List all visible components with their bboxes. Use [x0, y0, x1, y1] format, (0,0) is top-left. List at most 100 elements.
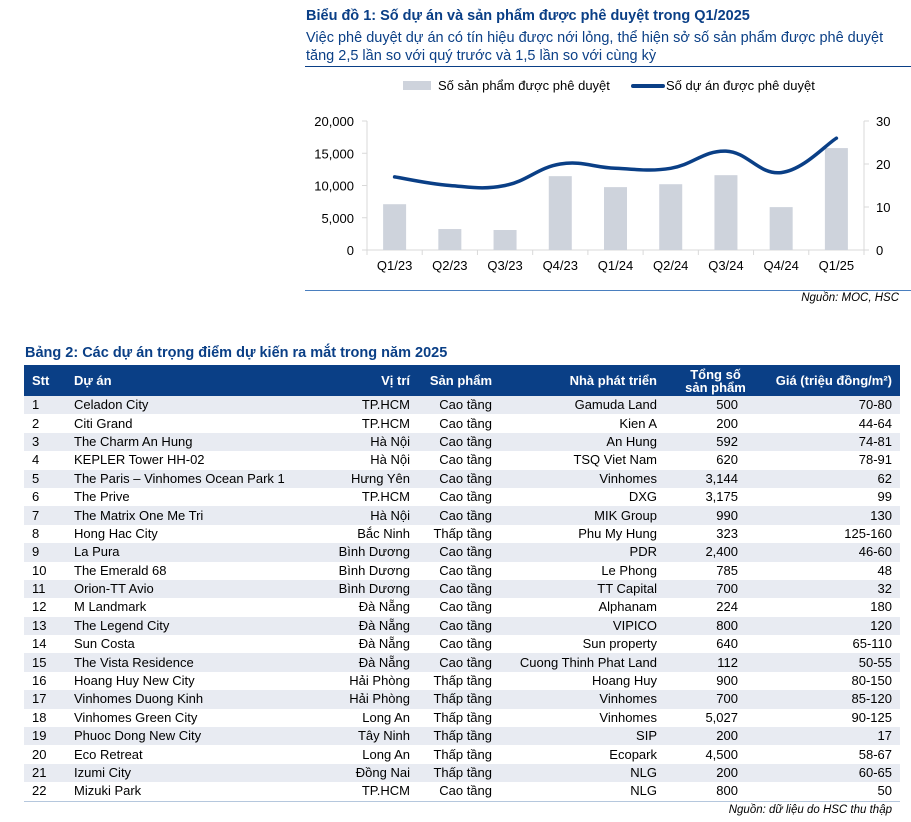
cell-price: 80-150	[851, 673, 892, 689]
cell-price: 125-160	[844, 525, 892, 541]
table-body: 1 Celadon City TP.HCM Cao tầng Gamuda Land 50…	[24, 396, 900, 802]
cell-location: Đà Nẵng	[358, 636, 410, 652]
chart-title: Biểu đồ 1: Số dự án và sản phẩm được phê…	[306, 8, 750, 24]
cell-price: 32	[877, 581, 892, 597]
cell-stt: 6	[32, 489, 40, 505]
bar-products-Q3-24	[714, 175, 738, 250]
table-row: 21 Izumi City Đồng Nai Thấp tầng NLG 200 60-65	[24, 763, 900, 783]
cell-product: Cao tầng	[439, 489, 492, 505]
cell-product: Cao tầng	[439, 617, 492, 633]
legend-bar-swatch	[403, 81, 431, 90]
table-row: 18 Vinhomes Green City Long An Thấp tầng Vin…	[24, 708, 900, 728]
cell-project: The Vista Residence	[74, 654, 194, 670]
cell-price: 130	[870, 507, 892, 523]
header-total-line1: Tổng số	[690, 366, 741, 382]
table-row: 19 Phuoc Dong New City Tây Ninh Thấp tầng SI…	[24, 727, 900, 746]
x-tick-label: Q1/24	[598, 258, 633, 273]
cell-total-units: 800	[716, 617, 738, 633]
table-header-row: Stt Dự án Vị trí Sản phẩm Nhà phát triển…	[24, 365, 900, 396]
table-row: 4 KEPLER Tower HH-02 Hà Nội Cao tầng TSQ Vie…	[24, 451, 900, 470]
x-tick-label: Q1/25	[819, 258, 854, 273]
cell-price: 90-125	[851, 709, 892, 725]
right-tick-label: 10	[876, 200, 890, 215]
cell-total-units: 200	[716, 728, 738, 744]
cell-developer: Sun property	[582, 636, 657, 652]
cell-project: Sun Costa	[74, 636, 135, 652]
cell-product: Cao tầng	[439, 562, 492, 578]
cell-developer: NLG	[630, 783, 657, 799]
cell-developer: Ecopark	[609, 746, 657, 762]
chart-source: Nguồn: MOC, HSC	[801, 292, 899, 304]
cell-developer: VIPICO	[612, 617, 657, 633]
legend-label-projects: Số dự án được phê duyệt	[666, 78, 815, 93]
cell-price: 44-64	[858, 415, 892, 431]
cell-stt: 19	[32, 728, 47, 744]
cell-product: Cao tầng	[439, 783, 492, 799]
cell-product: Thấp tầng	[433, 728, 492, 744]
header-stt: Stt	[32, 373, 50, 388]
cell-stt: 3	[32, 433, 40, 449]
cell-stt: 4	[32, 452, 40, 468]
cell-stt: 2	[32, 415, 40, 431]
cell-total-units: 112	[717, 654, 738, 670]
cell-project: Orion-TT Avio	[74, 581, 154, 597]
table-row: 11 Orion-TT Avio Bình Dương Cao tầng TT Capi…	[24, 579, 900, 599]
cell-location: Hưng Yên	[350, 470, 410, 486]
cell-developer: Alphanam	[598, 599, 657, 615]
cell-total-units: 640	[716, 636, 738, 652]
projects-table: Stt Dự án Vị trí Sản phẩm Nhà phát triển…	[24, 365, 900, 802]
legend-line-swatch	[631, 83, 665, 88]
cell-location: Hải Phòng	[349, 673, 410, 689]
cell-project: The Matrix One Me Tri	[74, 507, 204, 523]
cell-location: TP.HCM	[361, 397, 410, 413]
cell-total-units: 700	[716, 581, 738, 597]
header-product: Sản phẩm	[429, 373, 492, 388]
cell-developer: Cuong Thinh Phat Land	[519, 654, 657, 670]
cell-project: The Legend City	[74, 617, 170, 633]
cell-product: Thấp tầng	[433, 746, 492, 762]
cell-location: TP.HCM	[361, 415, 410, 431]
cell-price: 85-120	[851, 691, 892, 707]
table-row: 6 The Prive TP.HCM Cao tầng DXG 3,175 99	[24, 487, 900, 507]
cell-stt: 14	[32, 636, 47, 652]
cell-developer: Le Phong	[601, 562, 657, 578]
cell-total-units: 700	[716, 691, 738, 707]
cell-project: Vinhomes Green City	[74, 709, 198, 725]
projects-table-section: Bảng 2: Các dự án trọng điểm dự kiến ra …	[24, 342, 900, 816]
cell-product: Thấp tầng	[433, 691, 492, 707]
header-total-units: Tổng số sản phẩm	[665, 365, 760, 396]
cell-stt: 1	[32, 397, 40, 413]
left-tick-label: 0	[347, 243, 354, 258]
legend-item-projects: Số dự án được phê duyệt	[631, 78, 815, 93]
cell-location: Long An	[362, 746, 410, 762]
cell-product: Cao tầng	[439, 507, 492, 523]
cell-project: Hoang Huy New City	[74, 673, 195, 689]
header-total-line2: sản phẩm	[685, 379, 746, 395]
cell-developer: SIP	[636, 728, 657, 744]
table-row: 13 The Legend City Đà Nẵng Cao tầng VIPICO 80…	[24, 616, 900, 636]
table-row: 12 M Landmark Đà Nẵng Cao tầng Alphanam 224 18…	[24, 598, 900, 617]
cell-price: 50	[877, 783, 892, 799]
cell-total-units: 500	[716, 397, 738, 413]
cell-stt: 15	[32, 654, 47, 670]
right-tick-label: 0	[876, 243, 883, 258]
line-projects	[392, 136, 839, 190]
cell-product: Cao tầng	[439, 581, 492, 597]
cell-developer: NLG	[630, 765, 657, 780]
cell-stt: 13	[32, 617, 47, 633]
cell-developer: DXG	[628, 489, 657, 505]
bar-products-Q4-24	[769, 207, 793, 250]
cell-total-units: 2,400	[705, 544, 738, 560]
cell-developer: Phu My Hung	[578, 525, 657, 541]
cell-location: Hà Nội	[370, 452, 410, 468]
cell-location: TP.HCM	[361, 783, 410, 799]
x-tick-label: Q3/24	[708, 258, 743, 273]
cell-developer: Gamuda Land	[574, 397, 657, 413]
cell-total-units: 4,500	[705, 746, 738, 762]
cell-price: 17	[877, 728, 892, 744]
cell-stt: 20	[32, 746, 47, 762]
cell-stt: 9	[32, 544, 40, 560]
legend-item-products: Số sản phẩm được phê duyệt	[403, 78, 610, 93]
table-row: 7 The Matrix One Me Tri Hà Nội Cao tầng MIK …	[24, 506, 900, 525]
cell-developer: Vinhomes	[599, 691, 657, 707]
